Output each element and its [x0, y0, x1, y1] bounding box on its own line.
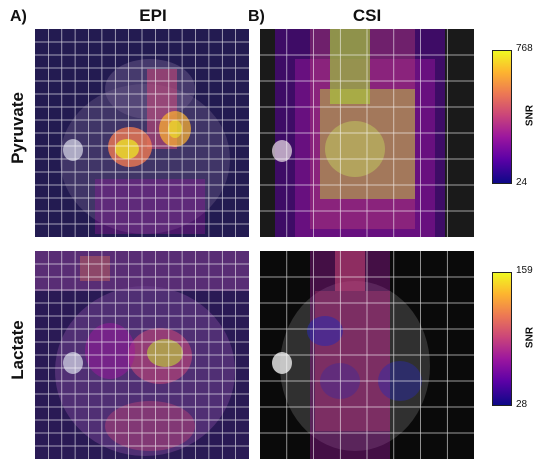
map-csi-pyruvate: [260, 29, 474, 237]
colorbar-lactate-max: 159: [516, 265, 533, 276]
grid-lines: [35, 29, 249, 237]
colorbar-pyruvate: [492, 50, 512, 184]
grid-lines: [260, 251, 474, 459]
column-title-epi: EPI: [139, 6, 167, 25]
colorbar-lactate: [492, 272, 512, 406]
colorbar-pyruvate-max: 768: [516, 43, 533, 54]
colorbar-lactate-label: SNR: [524, 326, 536, 349]
grid-lines: [35, 251, 249, 459]
grid-lines: [260, 29, 474, 237]
panel-a-label: A): [10, 8, 27, 25]
map-csi-lactate: [260, 251, 474, 459]
colorbar-pyruvate-min: 24: [516, 177, 528, 188]
map-epi-lactate: [35, 251, 249, 459]
row-title-pyruvate: Pyruvate: [8, 92, 27, 164]
colorbar-lactate-min: 28: [516, 399, 528, 410]
colorbar-pyruvate-label: SNR: [524, 104, 536, 127]
panel-b-label: B): [248, 8, 265, 25]
row-title-lactate: Lactate: [8, 320, 27, 380]
map-epi-pyruvate: [35, 29, 249, 237]
column-title-csi: CSI: [352, 6, 382, 25]
